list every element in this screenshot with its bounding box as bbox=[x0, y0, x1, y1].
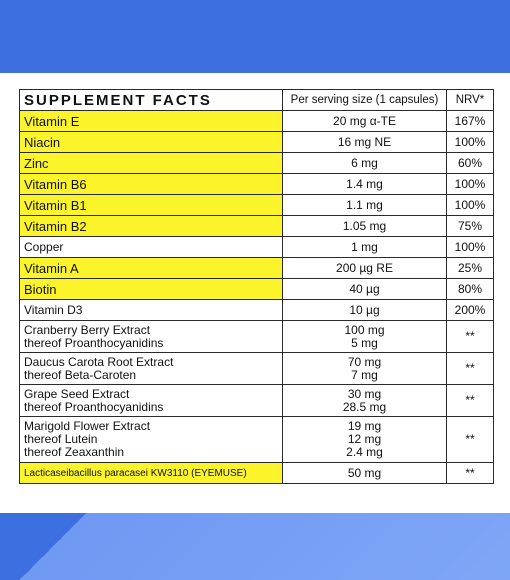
nutrient-nrv: 100% bbox=[446, 131, 494, 153]
nutrient-name: Vitamin B2 bbox=[19, 215, 283, 237]
probiotic-name: Lacticaseibacillus paracasei KW3110 (EYE… bbox=[19, 462, 283, 484]
extract-nrv: ** bbox=[446, 416, 494, 463]
nutrient-nrv: 60% bbox=[446, 152, 494, 174]
table-row: Niacin 16 mg NE 100% bbox=[19, 131, 494, 153]
nutrient-name: Vitamin B1 bbox=[19, 194, 283, 216]
probiotic-amount: 50 mg bbox=[282, 462, 447, 484]
table-row: Zinc 6 mg 60% bbox=[19, 152, 494, 174]
nutrient-name: Vitamin E bbox=[19, 110, 283, 132]
table-row: Vitamin B2 1.05 mg 75% bbox=[19, 215, 494, 237]
table-header-row: SUPPLEMENT FACTS Per serving size (1 cap… bbox=[19, 89, 494, 111]
table-row: Vitamin E 20 mg α-TE 167% bbox=[19, 110, 494, 132]
extract-nrv: ** bbox=[446, 320, 494, 353]
table-row: Vitamin D3 10 µg 200% bbox=[19, 299, 494, 321]
nutrient-nrv: 100% bbox=[446, 194, 494, 216]
nutrient-amount: 1.1 mg bbox=[282, 194, 447, 216]
supplement-facts-table: SUPPLEMENT FACTS Per serving size (1 cap… bbox=[19, 89, 494, 484]
nutrient-amount: 1 mg bbox=[282, 236, 447, 258]
extract-amount-line: 5 mg bbox=[351, 335, 378, 350]
nutrient-amount: 20 mg α-TE bbox=[282, 110, 447, 132]
probiotic-nrv: ** bbox=[446, 462, 494, 484]
extract-line: thereof Proanthocyanidins bbox=[24, 335, 164, 350]
table-row: Vitamin A 200 µg RE 25% bbox=[19, 257, 494, 279]
table-row: Cranberry Berry Extract thereof Proantho… bbox=[19, 320, 494, 353]
nutrient-amount: 40 µg bbox=[282, 278, 447, 300]
extract-line: Marigold Flower Extract bbox=[24, 419, 151, 433]
extract-amount-line: 19 mg bbox=[347, 419, 382, 433]
nutrient-nrv: 75% bbox=[446, 215, 494, 237]
nutrient-name: Vitamin D3 bbox=[19, 299, 283, 321]
extract-nrv: ** bbox=[446, 384, 494, 417]
nutrient-name: Niacin bbox=[19, 131, 283, 153]
extract-amount-line: 100 mg bbox=[344, 322, 385, 337]
extract-amount-line: 70 mg bbox=[347, 354, 382, 369]
nutrient-amount: 200 µg RE bbox=[282, 257, 447, 279]
extract-amount: 30 mg 28.5 mg bbox=[282, 384, 447, 417]
table-row: Copper 1 mg 100% bbox=[19, 236, 494, 258]
table-row: Biotin 40 µg 80% bbox=[19, 278, 494, 300]
table-title: SUPPLEMENT FACTS bbox=[19, 89, 283, 111]
nutrient-nrv: 200% bbox=[446, 299, 494, 321]
extract-amount-line: 7 mg bbox=[351, 367, 378, 382]
extract-name: Marigold Flower Extract thereof Lutein t… bbox=[19, 416, 283, 463]
extract-line: thereof Lutein bbox=[24, 432, 98, 446]
nrv-column-header: NRV* bbox=[446, 89, 494, 111]
extract-amount: 19 mg 12 mg 2.4 mg bbox=[282, 416, 447, 463]
extract-name: Grape Seed Extract thereof Proanthocyani… bbox=[19, 384, 283, 417]
nutrient-nrv: 80% bbox=[446, 278, 494, 300]
table-row: Vitamin B6 1.4 mg 100% bbox=[19, 173, 494, 195]
table-row: Lacticaseibacillus paracasei KW3110 (EYE… bbox=[19, 462, 494, 484]
nutrient-name: Biotin bbox=[19, 278, 283, 300]
extract-amount: 100 mg 5 mg bbox=[282, 320, 447, 353]
nutrient-amount: 1.05 mg bbox=[282, 215, 447, 237]
extract-amount-line: 12 mg bbox=[347, 432, 382, 446]
extract-line: thereof Zeaxanthin bbox=[24, 445, 125, 459]
extract-name: Daucus Carota Root Extract thereof Beta-… bbox=[19, 352, 283, 385]
extract-nrv: ** bbox=[446, 352, 494, 385]
table-row: Daucus Carota Root Extract thereof Beta-… bbox=[19, 352, 494, 385]
nutrient-amount: 6 mg bbox=[282, 152, 447, 174]
extract-amount-line: 30 mg bbox=[347, 386, 382, 401]
extract-amount-line: 28.5 mg bbox=[342, 399, 387, 414]
nutrient-name: Vitamin B6 bbox=[19, 173, 283, 195]
extract-name: Cranberry Berry Extract thereof Proantho… bbox=[19, 320, 283, 353]
nutrient-nrv: 100% bbox=[446, 236, 494, 258]
nutrient-nrv: 167% bbox=[446, 110, 494, 132]
extract-line: thereof Beta-Caroten bbox=[24, 367, 137, 382]
table-row: Vitamin B1 1.1 mg 100% bbox=[19, 194, 494, 216]
extract-amount: 70 mg 7 mg bbox=[282, 352, 447, 385]
extract-line: Cranberry Berry Extract bbox=[24, 322, 151, 337]
nutrient-amount: 10 µg bbox=[282, 299, 447, 321]
nutrient-name: Copper bbox=[19, 236, 283, 258]
extract-amount-line: 2.4 mg bbox=[346, 445, 383, 459]
nutrient-amount: 16 mg NE bbox=[282, 131, 447, 153]
nutrient-amount: 1.4 mg bbox=[282, 173, 447, 195]
table-row: Marigold Flower Extract thereof Lutein t… bbox=[19, 416, 494, 463]
nutrient-name: Vitamin A bbox=[19, 257, 283, 279]
extract-line: Grape Seed Extract bbox=[24, 386, 130, 401]
table-row: Grape Seed Extract thereof Proanthocyani… bbox=[19, 384, 494, 417]
extract-line: thereof Proanthocyanidins bbox=[24, 399, 164, 414]
nutrient-name: Zinc bbox=[19, 152, 283, 174]
extract-line: Daucus Carota Root Extract bbox=[24, 354, 174, 369]
nutrient-nrv: 25% bbox=[446, 257, 494, 279]
amount-column-header: Per serving size (1 capsules) bbox=[282, 89, 447, 111]
nutrient-nrv: 100% bbox=[446, 173, 494, 195]
